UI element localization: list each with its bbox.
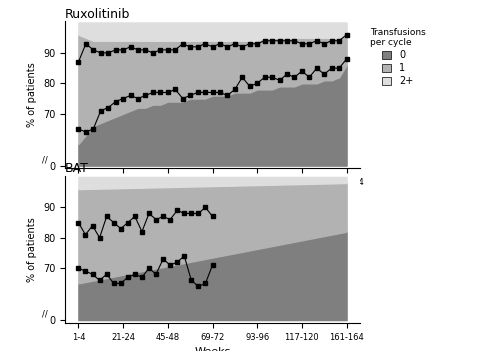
- Y-axis label: % of patients: % of patients: [28, 217, 38, 282]
- X-axis label: Weeks: Weeks: [194, 347, 230, 351]
- Text: //: //: [42, 310, 48, 319]
- Text: BAT: BAT: [65, 163, 89, 176]
- Text: //: //: [42, 155, 48, 164]
- Legend: 0, 1, 2+: 0, 1, 2+: [368, 26, 428, 88]
- Y-axis label: % of patients: % of patients: [28, 62, 38, 127]
- Text: Ruxolitinib: Ruxolitinib: [65, 8, 130, 21]
